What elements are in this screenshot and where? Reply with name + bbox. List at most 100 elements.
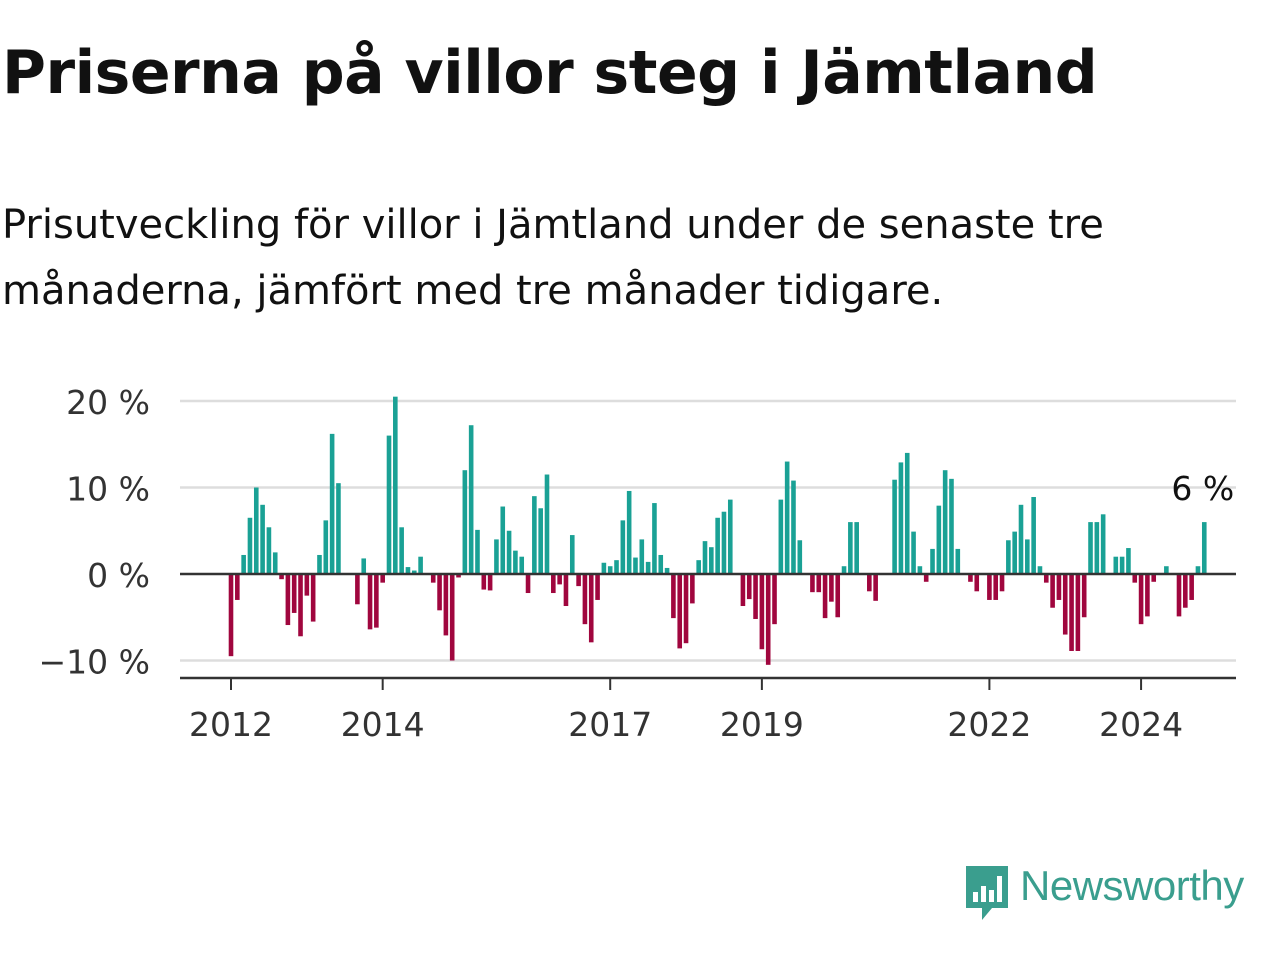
bar bbox=[443, 574, 449, 636]
bar bbox=[519, 556, 525, 574]
bar bbox=[298, 574, 303, 637]
bar bbox=[999, 574, 1005, 592]
bar bbox=[696, 560, 701, 574]
bar bbox=[1132, 574, 1138, 583]
bar bbox=[968, 574, 973, 582]
bar bbox=[247, 517, 253, 575]
tick-labels: 20 % 10 % 0 % −10 % 2012 2014 2017 2019 2022 2024… bbox=[39, 383, 1235, 744]
bar bbox=[449, 574, 455, 661]
bar bbox=[285, 574, 291, 626]
bar bbox=[892, 479, 897, 574]
bar bbox=[336, 483, 341, 574]
bar bbox=[639, 539, 645, 574]
bar bbox=[235, 574, 240, 600]
bar bbox=[588, 574, 594, 643]
bar bbox=[626, 490, 632, 574]
bar bbox=[1018, 504, 1024, 574]
bar bbox=[1056, 574, 1062, 600]
bar bbox=[513, 550, 518, 574]
bar bbox=[374, 574, 379, 628]
bar bbox=[1189, 574, 1194, 600]
bar bbox=[614, 560, 619, 574]
bar bbox=[683, 574, 689, 644]
x-tick-label: 2019 bbox=[720, 705, 804, 744]
bar bbox=[904, 452, 910, 574]
bar bbox=[228, 574, 234, 657]
bar bbox=[652, 503, 657, 574]
bar bbox=[797, 540, 803, 574]
bar bbox=[1037, 566, 1043, 575]
bar bbox=[721, 511, 727, 574]
bar bbox=[974, 574, 980, 592]
bar bbox=[418, 556, 423, 574]
bar bbox=[854, 522, 859, 574]
bar bbox=[532, 496, 537, 574]
bar bbox=[437, 574, 442, 611]
bar bbox=[822, 574, 828, 619]
bar bbox=[993, 574, 999, 600]
bar bbox=[1113, 556, 1119, 574]
bar bbox=[1062, 574, 1068, 635]
bar bbox=[677, 574, 683, 649]
y-tick-label: 20 % bbox=[66, 383, 150, 422]
bar bbox=[411, 570, 417, 574]
bar bbox=[569, 535, 575, 574]
bar bbox=[595, 574, 600, 600]
bar-chart: 20 % 10 % 0 % −10 % 2012 2014 2017 2019 2022 2024… bbox=[39, 383, 1236, 744]
bar bbox=[361, 558, 367, 574]
bar bbox=[1088, 522, 1093, 574]
bar bbox=[266, 527, 272, 574]
bar bbox=[1119, 556, 1125, 574]
bar bbox=[304, 574, 310, 596]
bar bbox=[930, 548, 935, 574]
x-tick-label: 2024 bbox=[1099, 705, 1183, 744]
bar bbox=[955, 548, 961, 574]
bar bbox=[917, 566, 923, 575]
bar bbox=[816, 574, 822, 593]
bar bbox=[582, 574, 588, 625]
x-tick-label: 2012 bbox=[189, 705, 273, 744]
bar bbox=[620, 520, 626, 574]
bar bbox=[658, 554, 664, 574]
bar bbox=[525, 574, 531, 594]
bar bbox=[468, 425, 474, 574]
bar bbox=[1126, 548, 1131, 574]
bar bbox=[329, 433, 335, 574]
bar bbox=[506, 530, 512, 574]
bar bbox=[1012, 531, 1017, 575]
bar bbox=[1195, 566, 1201, 575]
bar bbox=[784, 461, 790, 574]
bar bbox=[317, 554, 322, 574]
bar bbox=[393, 396, 398, 574]
bar bbox=[607, 566, 613, 575]
bar bbox=[557, 574, 562, 585]
bar bbox=[746, 574, 752, 600]
bar bbox=[481, 574, 487, 590]
bar bbox=[1043, 574, 1049, 583]
bar bbox=[380, 574, 385, 583]
brand-logo: Newsworthy bbox=[962, 862, 1244, 926]
bar bbox=[898, 462, 904, 574]
bar bbox=[456, 574, 461, 578]
bar bbox=[405, 567, 411, 574]
bar bbox=[759, 574, 765, 650]
bar bbox=[949, 478, 954, 574]
bar bbox=[1094, 522, 1100, 574]
bar bbox=[386, 435, 392, 574]
x-tick-label: 2017 bbox=[568, 705, 652, 744]
bar bbox=[727, 499, 733, 574]
bar bbox=[835, 574, 841, 618]
bar bbox=[1164, 566, 1169, 575]
bar bbox=[867, 574, 872, 592]
bar bbox=[1075, 574, 1081, 651]
bar bbox=[715, 517, 720, 575]
bar bbox=[1006, 540, 1011, 574]
bar bbox=[791, 480, 796, 574]
y-tick-label: 0 % bbox=[87, 556, 150, 595]
bar bbox=[740, 574, 746, 607]
bar bbox=[1100, 514, 1106, 574]
bar bbox=[873, 574, 878, 601]
bar bbox=[690, 574, 695, 604]
bar bbox=[765, 574, 771, 665]
last-value-label: 6 % bbox=[1171, 469, 1234, 508]
